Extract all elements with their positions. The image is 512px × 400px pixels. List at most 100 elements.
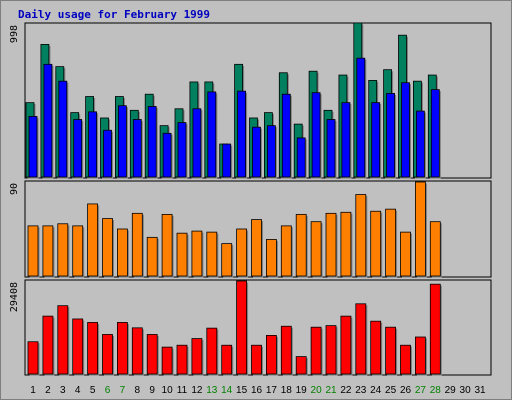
bar-middle-day-19 [295, 213, 307, 277]
bar-bottom-day-3 [57, 305, 69, 375]
bar-bottom-day-28 [429, 283, 441, 375]
day-label: 3 [60, 385, 66, 396]
bar-top-day-2-sub [43, 63, 53, 178]
day-label: 27 [415, 385, 427, 396]
bar-bottom-day-11 [176, 344, 188, 375]
bar-middle-day-25 [385, 208, 397, 277]
day-label: 18 [281, 385, 293, 396]
day-label: 6 [105, 385, 111, 396]
bar-bottom-day-7 [117, 322, 128, 375]
bar-middle-day-20 [310, 221, 322, 277]
bar-bottom-day-27 [414, 336, 426, 375]
day-label: 5 [90, 385, 96, 396]
bar-top-day-9-sub [147, 106, 157, 178]
bar-bottom-day-2 [42, 315, 54, 375]
bar-top-day-17-sub [266, 125, 276, 178]
bar-bottom-day-15 [236, 280, 248, 375]
bar-top-day-1-sub [28, 116, 38, 178]
bar-top-day-4-sub [73, 119, 83, 178]
bar-bottom-day-12 [191, 338, 203, 375]
day-label: 17 [266, 385, 278, 396]
bar-top-day-11-sub [177, 122, 187, 178]
day-label: 28 [430, 385, 442, 396]
bar-bottom-day-10 [161, 346, 173, 375]
bar-middle-day-4 [72, 225, 84, 277]
bar-middle-day-5 [87, 203, 98, 277]
bar-middle-day-3 [57, 223, 69, 277]
bar-top-day-22-sub [341, 102, 351, 178]
bar-bottom-day-17 [265, 335, 277, 375]
bar-top-day-28-sub [430, 89, 440, 178]
bar-middle-day-21 [325, 212, 337, 277]
bar-top-day-25-sub [386, 93, 396, 178]
bar-bottom-day-13 [206, 327, 218, 375]
bar-top-day-18-sub [281, 93, 291, 178]
day-label: 11 [177, 385, 188, 396]
bar-bottom-day-23 [355, 303, 367, 375]
bar-top-day-21-sub [326, 119, 336, 178]
ymax-label-top: 998 [9, 25, 20, 43]
bar-middle-day-10 [161, 213, 173, 277]
day-label: 25 [385, 385, 397, 396]
bar-bottom-day-19 [295, 356, 307, 375]
day-label: 15 [236, 385, 248, 396]
bar-middle-day-12 [191, 230, 203, 277]
bar-middle-day-17 [265, 239, 277, 277]
bar-middle-day-6 [102, 218, 113, 277]
day-label: 31 [474, 385, 486, 396]
day-label: 8 [135, 385, 141, 396]
bar-bottom-day-14 [221, 344, 233, 375]
bar-bottom-day-20 [310, 326, 322, 375]
day-label: 1 [30, 385, 36, 396]
bar-top-day-8-sub [132, 119, 142, 178]
day-label: 2 [45, 385, 51, 396]
bar-middle-day-15 [236, 228, 248, 277]
bar-middle-day-28 [429, 221, 441, 277]
bar-bottom-day-25 [385, 326, 397, 375]
bar-top-day-20-sub [311, 92, 321, 178]
bar-top-day-7-sub [118, 105, 127, 178]
bar-bottom-day-26 [400, 344, 411, 375]
bar-bottom-day-18 [280, 325, 292, 375]
bar-middle-day-7 [117, 228, 128, 277]
day-label: 7 [120, 385, 126, 396]
bar-middle-day-8 [131, 212, 143, 277]
day-label: 19 [296, 385, 308, 396]
bar-bottom-day-4 [72, 318, 84, 375]
bar-middle-day-16 [251, 219, 262, 277]
bar-bottom-day-1 [27, 341, 39, 375]
day-label: 23 [355, 385, 367, 396]
day-label: 22 [340, 385, 352, 396]
ymax-label-middle: 90 [9, 183, 20, 195]
bar-middle-day-2 [42, 225, 54, 277]
bar-middle-day-24 [370, 210, 382, 277]
bar-middle-day-9 [146, 236, 158, 277]
bar-top-day-14-sub [222, 143, 232, 178]
bar-top-day-13-sub [207, 91, 217, 178]
bar-top-day-3-sub [58, 80, 68, 178]
day-label: 29 [445, 385, 457, 396]
bar-middle-day-26 [400, 231, 411, 277]
bar-bottom-day-9 [146, 334, 158, 375]
day-label: 24 [370, 385, 382, 396]
ymax-label-bottom: 29408 [9, 282, 20, 312]
bar-top-day-15-sub [237, 90, 247, 178]
bar-bottom-day-22 [340, 315, 352, 375]
bar-top-day-19-sub [296, 137, 306, 178]
day-label: 30 [460, 385, 472, 396]
day-label: 21 [325, 385, 337, 396]
bar-bottom-day-21 [325, 325, 337, 375]
bar-middle-day-27 [414, 181, 426, 277]
bar-middle-day-23 [355, 194, 367, 277]
day-label: 16 [251, 385, 263, 396]
bar-top-day-12-sub [192, 108, 202, 178]
day-label: 20 [311, 385, 323, 396]
bar-top-day-16-sub [252, 126, 261, 178]
bar-middle-day-22 [340, 211, 352, 277]
bar-top-day-24-sub [371, 102, 381, 178]
bar-bottom-day-8 [131, 327, 143, 375]
day-label: 4 [75, 385, 81, 396]
bar-bottom-day-16 [251, 344, 262, 375]
bar-top-day-10-sub [162, 132, 172, 178]
day-label: 26 [400, 385, 412, 396]
